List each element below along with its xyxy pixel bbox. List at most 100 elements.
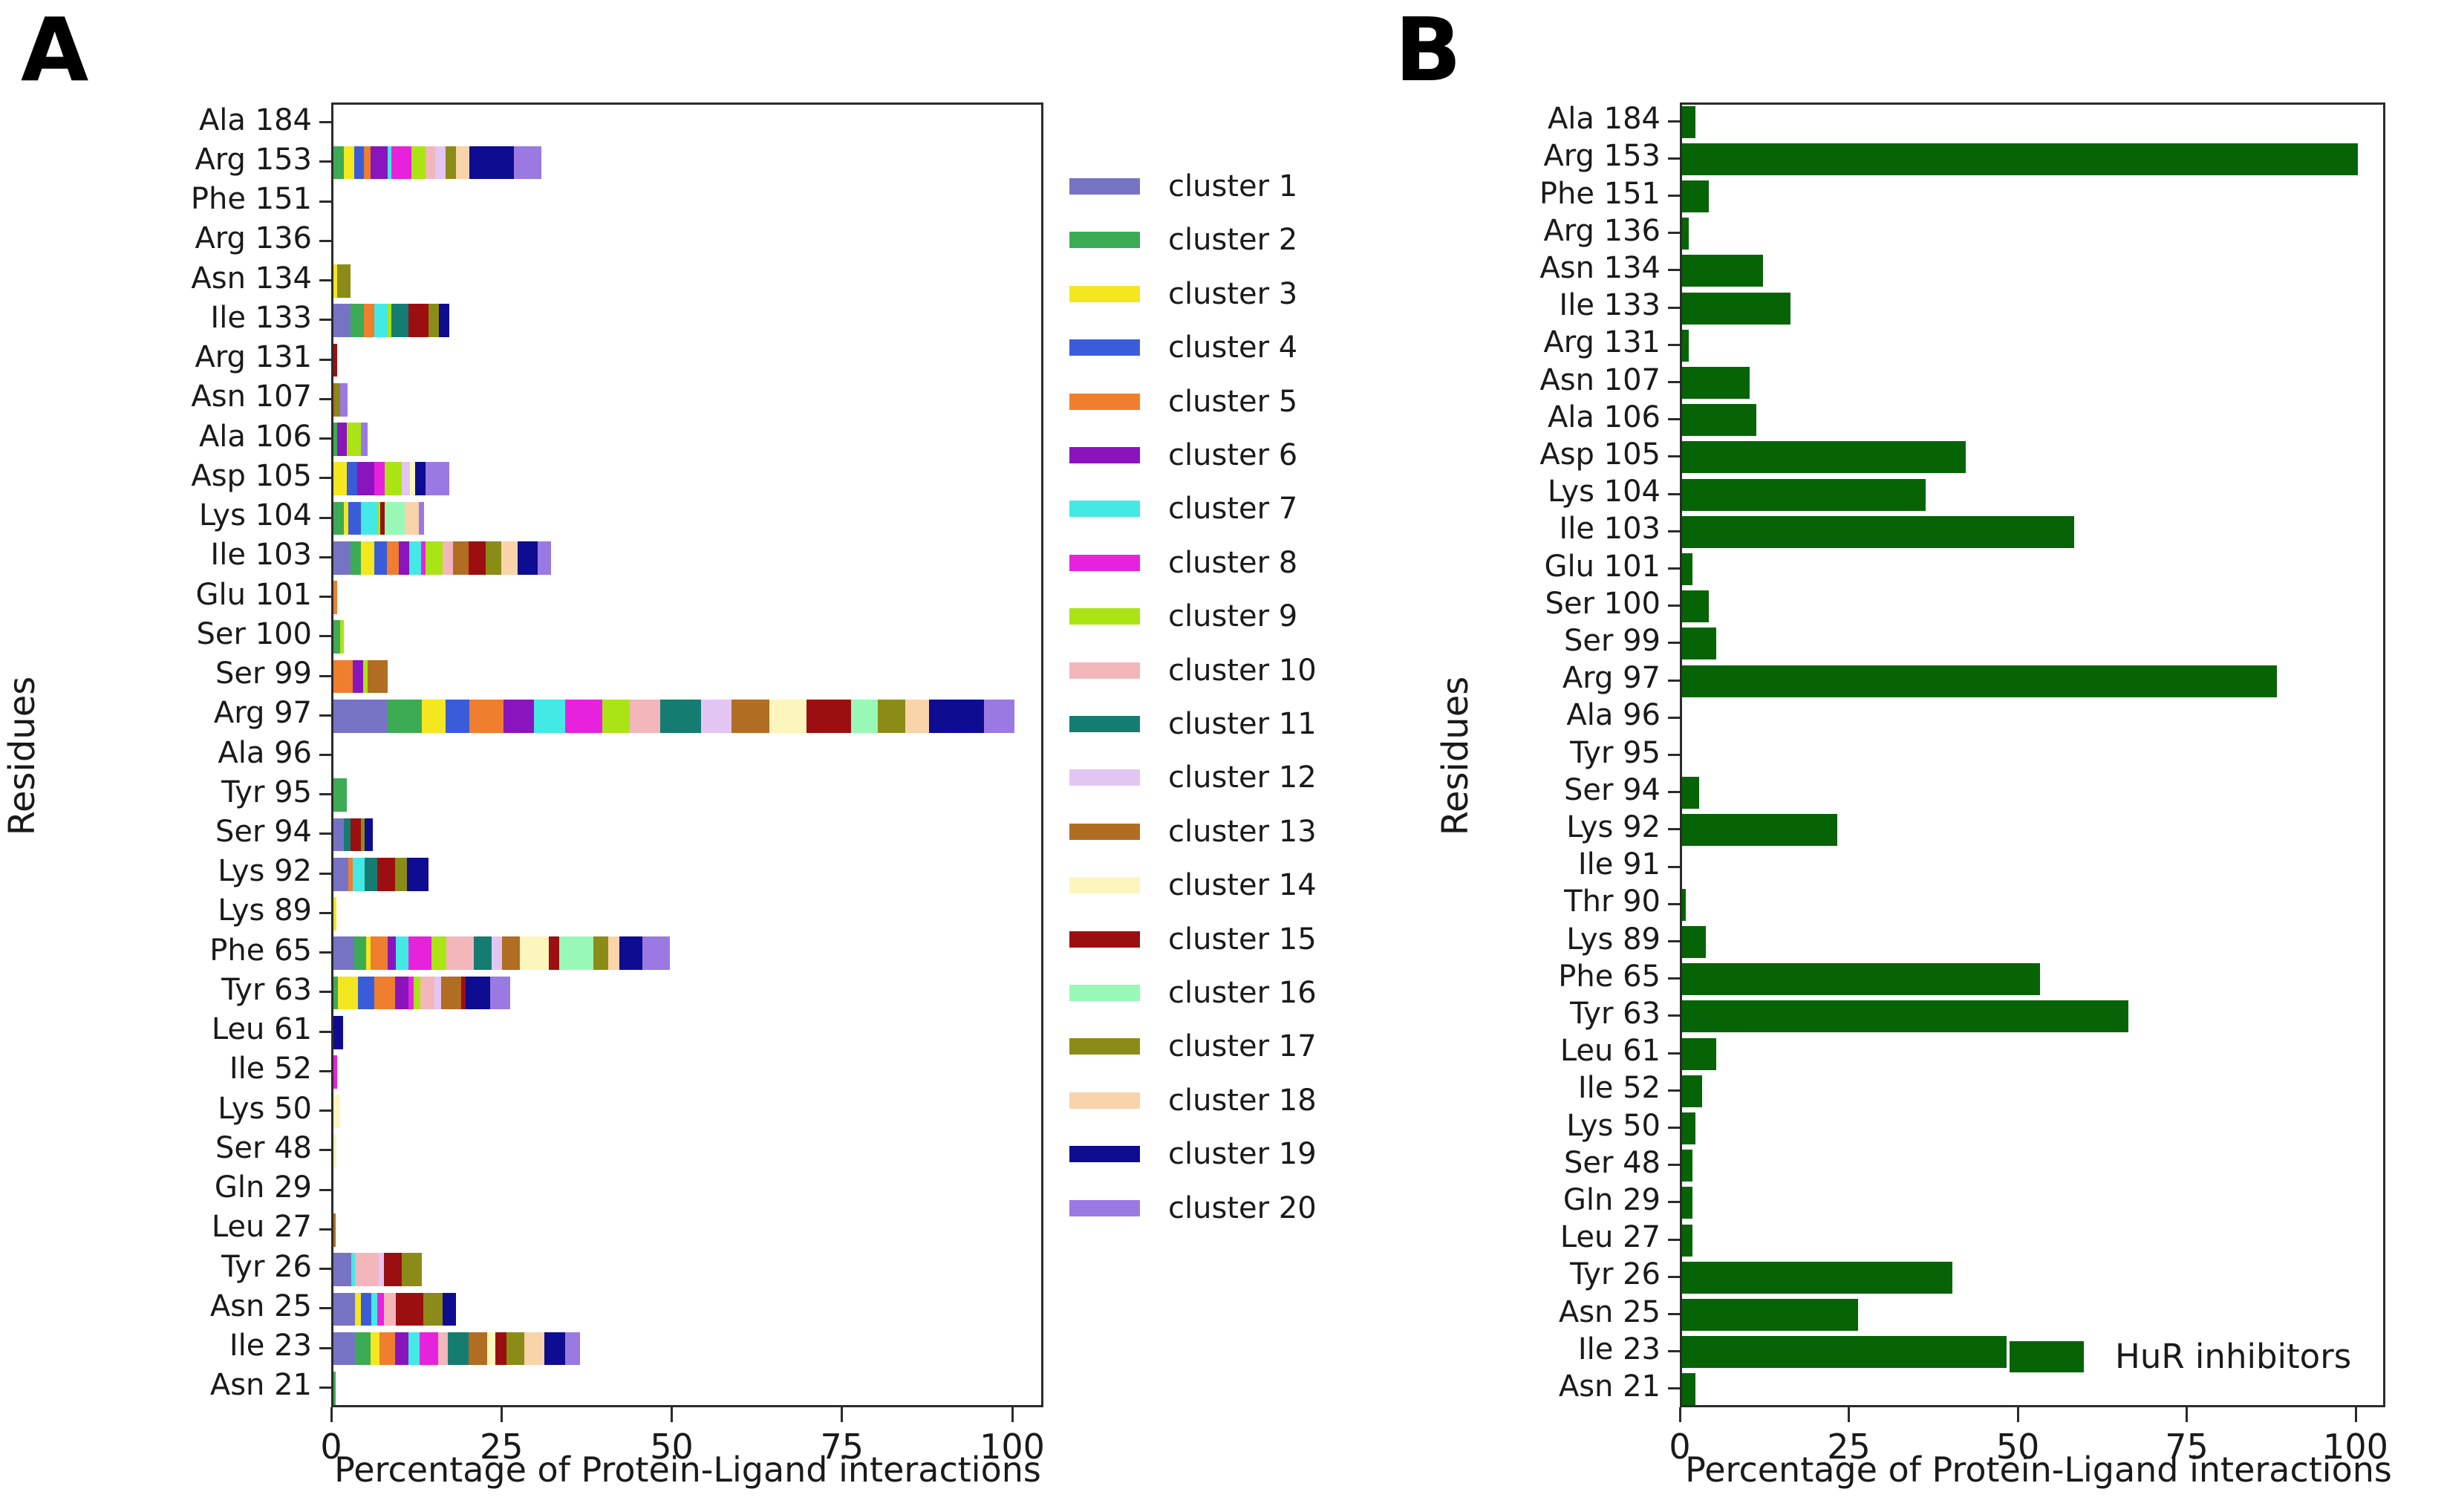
y-tick [1668,902,1680,905]
bar-segment [371,146,388,180]
x-tick-label: 75 [820,1427,864,1467]
bar-segment [336,264,351,298]
bar-segment [465,976,490,1010]
bar-segment [396,1292,423,1326]
bar [1682,515,2074,548]
y-tick-label: Asn 107 [191,379,312,414]
bar-segment [850,699,879,733]
bar-segment [435,146,446,180]
y-tick-label: Lys 89 [218,893,312,928]
legend-swatch [1069,1146,1140,1163]
stacked-bar-row [333,146,541,180]
bar-segment [348,857,353,891]
legend-item-label: cluster 17 [1168,1029,1317,1064]
y-tick [319,1109,331,1112]
bar-segment [548,936,560,971]
bar-segment [379,1332,395,1366]
legend-item-label: cluster 20 [1168,1190,1317,1225]
bar-segment [333,699,388,733]
bar-segment [425,541,443,575]
y-tick [319,1030,331,1033]
stacked-bar-row [333,659,388,694]
bar-segment [377,857,395,891]
legend-item-label: cluster 11 [1168,707,1317,741]
y-tick [1668,940,1680,942]
bar [1682,1000,2128,1033]
bar-segment [461,976,466,1010]
bar-segment [619,936,643,971]
stacked-bar-row [333,1095,341,1129]
legend-swatch [1069,662,1140,679]
y-tick [1668,865,1680,868]
y-tick [1668,1127,1680,1129]
bar-segment [468,541,486,575]
y-tick-label: Ile 103 [210,538,312,573]
bar-segment [350,818,361,852]
legend-item-label: cluster 9 [1168,599,1298,634]
y-tick [319,596,331,599]
bar-segment [340,382,348,417]
legend-item-label: cluster 14 [1168,868,1317,903]
bar-segment [408,976,414,1010]
stacked-bar-row [333,1253,423,1286]
y-tick [319,397,331,400]
y-tick [319,635,331,638]
legend-item: cluster 13 [1069,815,1317,849]
bar-segment [364,304,374,338]
y-tick-label: Glu 101 [1544,549,1661,584]
y-tick [319,279,331,282]
y-tick [319,1346,331,1349]
legend-swatch [1069,1092,1140,1109]
y-tick [319,832,331,835]
bar-segment [453,541,469,575]
y-tick [1668,306,1680,309]
y-tick-label: Ala 96 [1566,698,1661,733]
x-tick [1678,1407,1681,1422]
bar-segment [378,1253,384,1286]
bar-segment [421,541,426,575]
legend-item: cluster 18 [1069,1084,1317,1118]
y-tick [319,1228,331,1231]
legend-swatch [1069,769,1140,786]
bar-segment [438,1332,449,1366]
chart-a-ylabel: Residues [1,676,43,836]
legend-swatch [1069,823,1140,840]
bar [1682,143,2358,175]
y-tick [319,477,331,480]
legend-item: cluster 8 [1069,546,1297,580]
bar-segment [333,818,344,852]
x-tick-label: 75 [2165,1427,2209,1467]
bar [1682,255,1764,287]
y-tick [1668,1089,1680,1092]
x-tick-label: 25 [1827,1427,1871,1467]
bar-segment [333,1213,336,1247]
bar-segment [347,423,361,456]
bar-segment [370,1332,380,1366]
y-tick-label: Ile 23 [229,1329,312,1363]
bar [1682,590,1710,623]
y-tick-label: Arg 131 [1543,325,1661,360]
legend-swatch [1069,501,1140,518]
bar-segment [384,462,402,496]
legend-swatch [1069,608,1140,625]
bar-segment [419,1332,439,1366]
y-tick [1668,343,1680,346]
bar [1682,777,1699,809]
bar-segment [806,699,851,733]
bar-segment [524,1332,545,1366]
y-tick-label: Leu 27 [1560,1220,1661,1255]
bar-segment [440,976,462,1010]
bar [1682,1150,1692,1182]
bar-segment [374,462,385,496]
y-tick-label: Asn 21 [209,1368,312,1403]
y-tick [319,239,331,242]
legend-item-label: cluster 7 [1168,492,1298,527]
y-tick-label: Ser 94 [215,814,312,849]
y-tick-label: Lys 92 [1566,809,1661,844]
x-tick [330,1407,333,1422]
y-tick [1668,828,1680,831]
legend-swatch [1069,232,1140,249]
legend-swatch [1069,1199,1140,1216]
x-tick [500,1407,503,1422]
